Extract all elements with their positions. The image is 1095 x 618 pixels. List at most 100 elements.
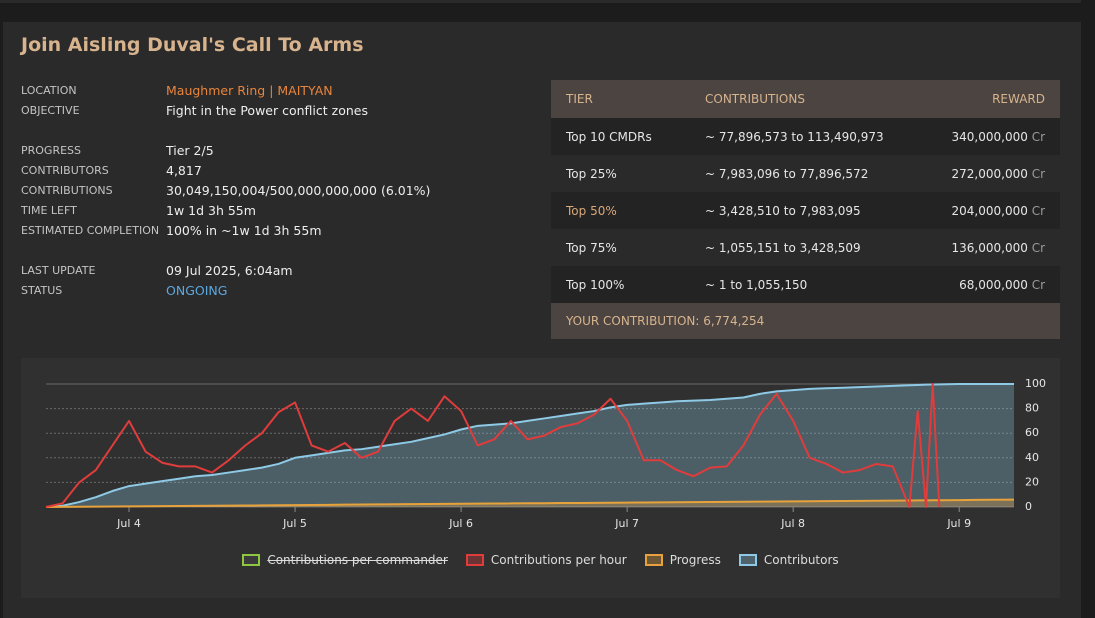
detail-row: STATUS ONGOING — [21, 280, 521, 300]
tier-row: Top 25% ~ 7,983,096 to 77,896,572 272,000,… — [551, 155, 1060, 192]
detail-label: STATUS — [21, 283, 63, 297]
column-header: REWARD — [992, 92, 1045, 106]
legend-item[interactable]: Progress — [644, 553, 721, 567]
detail-row: PROGRESS Tier 2/5 — [21, 140, 521, 160]
detail-row: CONTRIBUTORS 4,817 — [21, 160, 521, 180]
top-panel — [0, 0, 1081, 3]
legend-swatch — [465, 554, 484, 566]
x-tick-label: Jul 4 — [116, 517, 141, 530]
reward-unit: Cr — [1031, 166, 1045, 181]
tier-table: TIER CONTRIBUTIONS REWARD Top 10 CMDRs ~ 77,… — [551, 80, 1060, 339]
detail-label: CONTRIBUTORS — [21, 163, 109, 177]
detail-row: LAST UPDATE 09 Jul 2025, 6:04am — [21, 260, 521, 280]
title: Join Aisling Duval's Call To Arms — [21, 34, 364, 56]
detail-label: CONTRIBUTIONS — [21, 183, 113, 197]
tier-contributions: ~ 77,896,573 to 113,490,973 — [705, 129, 884, 144]
detail-value: 1w 1d 3h 55m — [166, 202, 256, 218]
legend-item[interactable]: Contributions per hour — [465, 553, 627, 567]
detail-value: Fight in the Power conflict zones — [166, 102, 368, 118]
x-tick-label: Jul 6 — [448, 517, 473, 530]
y-tick-label: 60 — [1025, 426, 1039, 439]
tier-reward: 340,000,000 Cr — [925, 130, 1045, 144]
legend-label: Contributions per hour — [490, 553, 627, 567]
detail-row: TIME LEFT 1w 1d 3h 55m — [21, 200, 521, 220]
x-tick-label: Jul 8 — [780, 517, 805, 530]
tier-reward: 204,000,000 Cr — [925, 204, 1045, 218]
detail-row: LOCATION Maughmer Ring | MAITYAN — [21, 80, 521, 100]
legend-swatch — [738, 554, 757, 566]
reward-unit: Cr — [1031, 203, 1045, 218]
legend-item[interactable]: Contributions per commander — [242, 553, 448, 567]
detail-value: ONGOING — [166, 282, 228, 298]
detail-label: ESTIMATED COMPLETION — [21, 223, 160, 237]
detail-value: 100% in ~1w 1d 3h 55m — [166, 222, 322, 238]
detail-value: Maughmer Ring | MAITYAN — [166, 82, 333, 98]
chart-panel: 0 20 40 60 80 100 Jul 4 Jul 5 Jul 6 Jul 7 Jul 8 Jul… — [21, 358, 1060, 598]
legend-label: Contributors — [763, 553, 839, 567]
your-contribution: YOUR CONTRIBUTION: 6,774,254 — [551, 303, 1060, 339]
tier-name: Top 10 CMDRs — [566, 129, 652, 144]
line — [45, 498, 1015, 508]
tier-contributions: ~ 7,983,096 to 77,896,572 — [705, 166, 869, 181]
detail-group: PROGRESS Tier 2/5 CONTRIBUTORS 4,817 CONTRIB… — [21, 140, 521, 240]
tier-name: Top 100% — [566, 277, 625, 292]
detail-group: LAST UPDATE 09 Jul 2025, 6:04am STATUS ONGO… — [21, 260, 521, 300]
detail-value: 30,049,150,004/500,000,000,000 (6.01%) — [166, 182, 431, 198]
x-tick-label: Jul 5 — [282, 517, 307, 530]
detail-row: OBJECTIVE Fight in the Power conflict zon… — [21, 100, 521, 120]
x-tick-label: Jul 7 — [614, 517, 639, 530]
reward-value: 340,000,000 — [951, 129, 1028, 144]
tier-row: Top 100% ~ 1 to 1,055,150 68,000,000 Cr — [551, 266, 1060, 303]
tier-name: Top 50% — [566, 203, 617, 218]
detail-group: LOCATION Maughmer Ring | MAITYAN OBJECTIVE… — [21, 80, 521, 120]
tier-row: Top 75% ~ 1,055,151 to 3,428,509 136,000,0… — [551, 229, 1060, 266]
column-header: TIER — [566, 92, 593, 106]
legend-swatch — [242, 554, 261, 566]
tier-reward: 68,000,000 Cr — [925, 278, 1045, 292]
tier-contributions: ~ 1,055,151 to 3,428,509 — [705, 240, 861, 255]
tier-row: Top 10 CMDRs ~ 77,896,573 to 113,490,973 3… — [551, 118, 1060, 155]
legend-label: Progress — [669, 553, 721, 567]
detail-value: 4,817 — [166, 162, 202, 178]
detail-value: Tier 2/5 — [166, 142, 214, 158]
area — [46, 384, 1014, 507]
reward-value: 136,000,000 — [951, 240, 1028, 255]
tier-row: Top 50% ~ 3,428,510 to 7,983,095 204,000,0… — [551, 192, 1060, 229]
tier-reward: 136,000,000 Cr — [925, 241, 1045, 255]
legend-swatch — [644, 554, 663, 566]
tier-reward: 272,000,000 Cr — [925, 167, 1045, 181]
y-tick-label: 80 — [1025, 402, 1039, 415]
reward-value: 204,000,000 — [951, 203, 1028, 218]
legend-item[interactable]: Contributors — [738, 553, 839, 567]
reward-unit: Cr — [1031, 240, 1045, 255]
x-tick-label: Jul 9 — [946, 517, 971, 530]
detail-value: 09 Jul 2025, 6:04am — [166, 262, 293, 278]
chart: 0 20 40 60 80 100 Jul 4 Jul 5 Jul 6 Jul 7 Jul 8 Jul… — [45, 377, 1046, 530]
detail-label: OBJECTIVE — [21, 103, 80, 117]
legend-label: Contributions per commander — [267, 553, 448, 567]
tier-name: Top 75% — [566, 240, 617, 255]
reward-value: 272,000,000 — [951, 166, 1028, 181]
line — [45, 383, 941, 508]
details: LOCATION Maughmer Ring | MAITYAN OBJECTIVE… — [21, 80, 521, 320]
line — [45, 383, 1014, 508]
table-header: TIER CONTRIBUTIONS REWARD — [551, 80, 1060, 118]
detail-row: ESTIMATED COMPLETION 100% in ~1w 1d 3h 55… — [21, 220, 521, 240]
detail-label: PROGRESS — [21, 143, 82, 157]
detail-label: LOCATION — [21, 83, 77, 97]
tier-name: Top 25% — [566, 166, 617, 181]
detail-row: CONTRIBUTIONS 30,049,150,004/500,000,000,… — [21, 180, 521, 200]
y-tick-label: 40 — [1025, 451, 1039, 464]
reward-unit: Cr — [1031, 277, 1045, 292]
y-tick-label: 0 — [1025, 500, 1032, 513]
detail-label: TIME LEFT — [21, 203, 77, 217]
legend: Contributions per commander Contributions… — [21, 553, 1060, 567]
y-tick-label: 20 — [1025, 475, 1039, 488]
reward-unit: Cr — [1031, 129, 1045, 144]
detail-label: LAST UPDATE — [21, 263, 96, 277]
reward-value: 68,000,000 — [959, 277, 1028, 292]
tier-contributions: ~ 3,428,510 to 7,983,095 — [705, 203, 861, 218]
y-tick-label: 100 — [1025, 377, 1046, 390]
tier-contributions: ~ 1 to 1,055,150 — [705, 277, 808, 292]
